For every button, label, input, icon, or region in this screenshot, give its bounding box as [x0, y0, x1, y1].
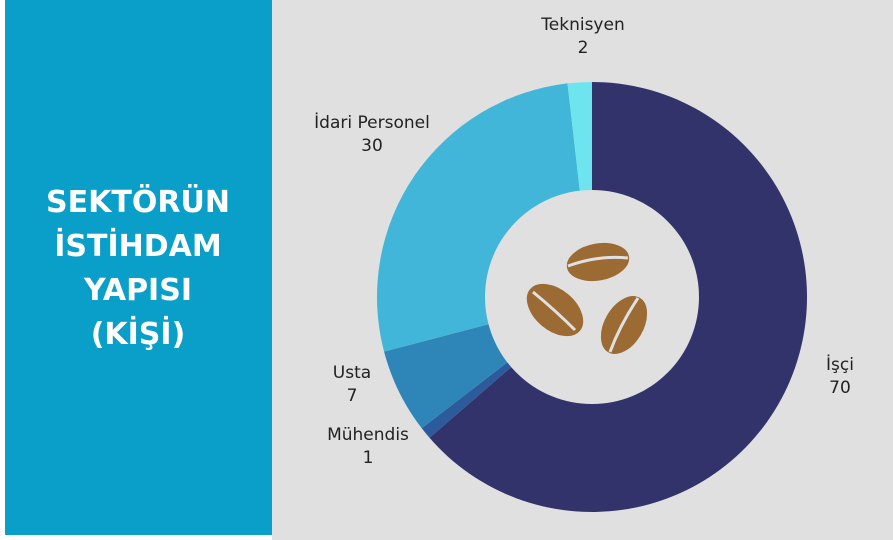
value-label: 70 [829, 378, 851, 398]
category-label: Teknisyen [540, 15, 624, 35]
category-label: İdari Personel [314, 112, 430, 133]
value-label: 30 [361, 136, 383, 156]
value-label: 2 [578, 38, 589, 58]
category-label: Usta [333, 363, 371, 383]
value-label: 1 [363, 448, 374, 468]
chart-title: SEKTÖRÜN İSTİHDAM YAPISI (KİŞİ) [46, 183, 230, 352]
coffee-icon [523, 239, 651, 357]
donut-hole [485, 190, 699, 404]
category-label: Mühendis [327, 425, 409, 445]
value-label: 7 [347, 386, 358, 406]
category-label: İşçi [826, 354, 854, 375]
title-panel [5, 0, 272, 535]
